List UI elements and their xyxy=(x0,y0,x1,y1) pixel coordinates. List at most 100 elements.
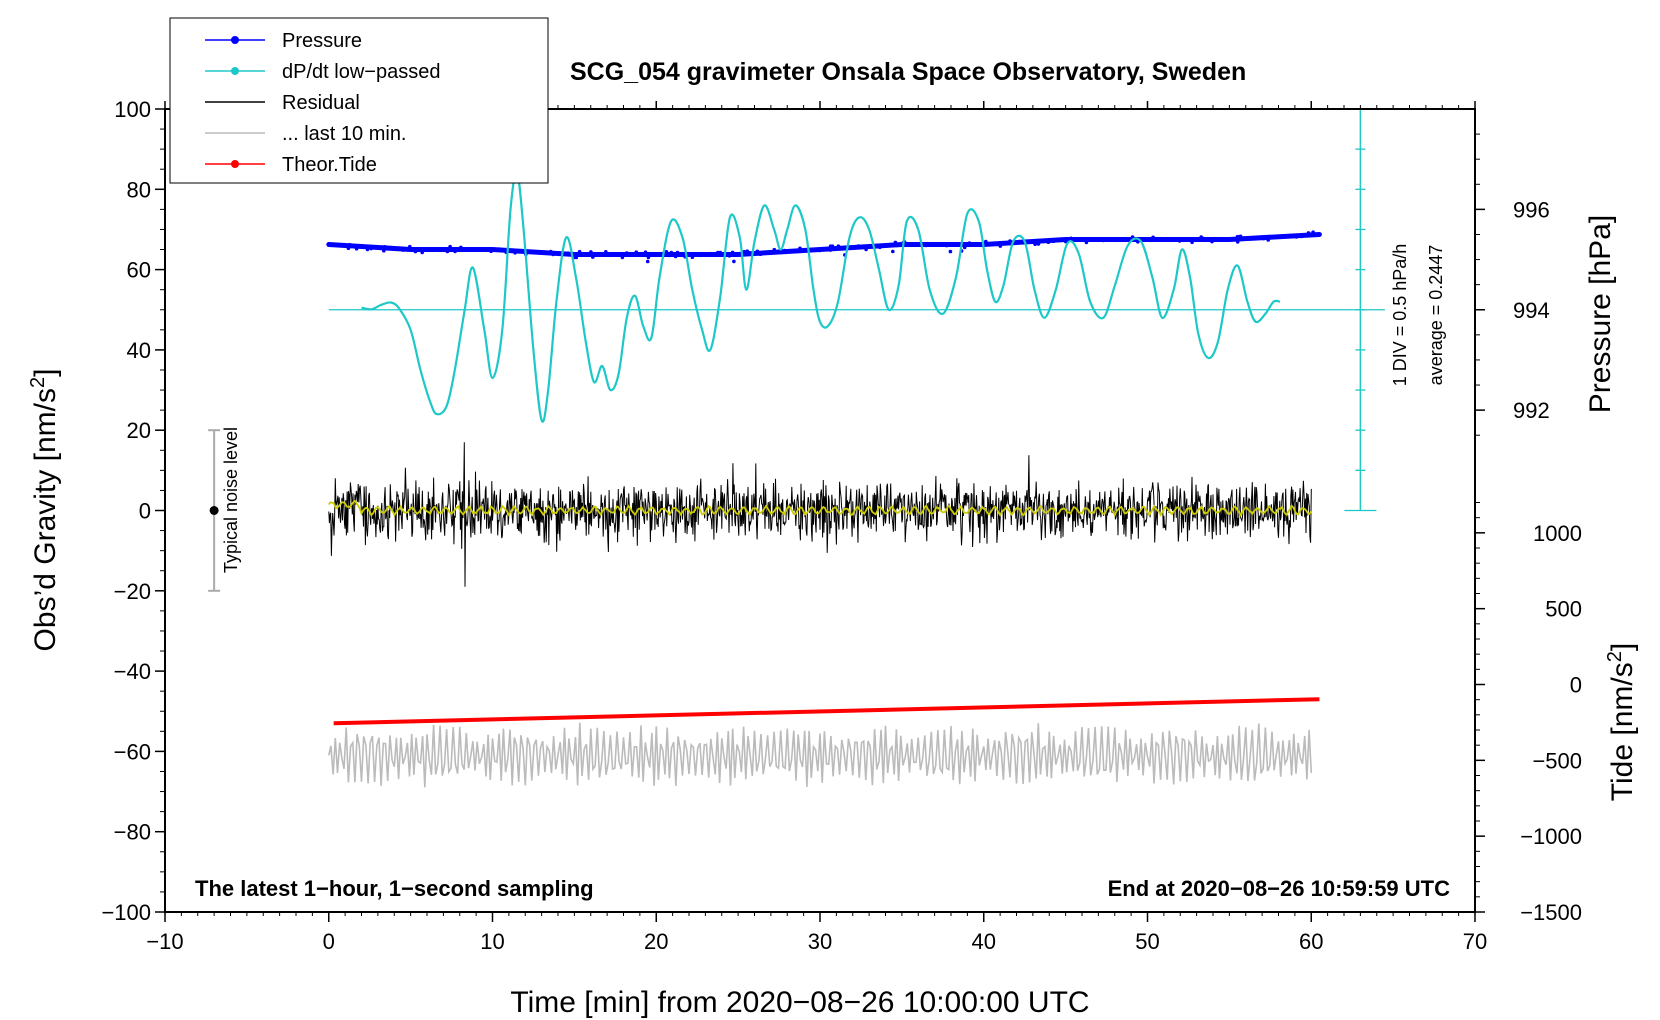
pressure-point xyxy=(1210,239,1214,244)
pressure-point xyxy=(864,247,868,252)
tide-tick-label: −1000 xyxy=(1520,824,1582,849)
pressure-point xyxy=(828,248,833,252)
pressure-point xyxy=(1177,239,1182,243)
pressure-point xyxy=(551,252,555,257)
tide-tick-label: −1500 xyxy=(1520,900,1582,925)
pressure-tick-label: 994 xyxy=(1513,298,1550,323)
pressure-point xyxy=(448,244,452,249)
y-tick-label: −40 xyxy=(114,659,151,684)
pressure-point xyxy=(998,244,1003,248)
pressure-point xyxy=(830,244,835,248)
y-tick-label: 100 xyxy=(114,97,151,122)
y-tick-label: −60 xyxy=(114,739,151,764)
x-tick-label: 60 xyxy=(1299,929,1323,954)
pressure-point xyxy=(346,246,351,250)
pressure-tick-label: 996 xyxy=(1513,197,1550,222)
pressure-point xyxy=(1051,239,1056,243)
pressure-point xyxy=(1046,240,1050,244)
pressure-point xyxy=(798,246,802,251)
legend-label: Pressure xyxy=(282,30,362,52)
pressure-point xyxy=(772,247,777,252)
pressure-point xyxy=(383,245,387,249)
theor-tide-line xyxy=(333,697,1320,726)
pressure-point xyxy=(986,242,991,246)
y-tick-label: −100 xyxy=(101,900,151,925)
pressure-point xyxy=(498,247,502,251)
pressure-point xyxy=(818,248,822,253)
pressure-point xyxy=(1036,242,1041,246)
pressure-point xyxy=(643,250,648,254)
pressure-point xyxy=(924,243,928,248)
pressure-point xyxy=(716,250,720,255)
pressure-point xyxy=(382,248,386,253)
pressure-point xyxy=(951,243,955,247)
pressure-point xyxy=(408,244,412,249)
pressure-point xyxy=(674,253,678,257)
pressure-point xyxy=(589,250,593,254)
y-tick-label: 60 xyxy=(127,258,151,283)
y-tick-label: −20 xyxy=(114,579,151,604)
pressure-point xyxy=(984,239,988,244)
pressure-point xyxy=(732,259,736,264)
pressure-point xyxy=(566,251,570,255)
pressure-point xyxy=(758,252,763,256)
pressure-point xyxy=(513,251,517,255)
pressure-point xyxy=(893,240,898,245)
pressure-point xyxy=(645,259,650,264)
pressure-point xyxy=(445,249,450,254)
pressure-point xyxy=(822,247,827,251)
pressure-point xyxy=(1101,238,1106,243)
x-tick-label: 30 xyxy=(808,929,832,954)
x-tick-label: 0 xyxy=(323,929,335,954)
pressure-point xyxy=(1113,238,1117,243)
pressure-point xyxy=(891,249,895,254)
pressure-point xyxy=(479,247,484,251)
series-layer xyxy=(208,108,1385,788)
pressure-point xyxy=(1008,239,1012,243)
pressure-point xyxy=(413,249,418,254)
y-axis-title-pressure: Pressure [hPa] xyxy=(1584,215,1617,413)
pressure-point xyxy=(1190,240,1194,245)
pressure-point xyxy=(864,244,868,249)
pressure-point xyxy=(604,250,608,254)
pressure-point xyxy=(967,241,972,245)
pressure-point xyxy=(667,253,671,258)
pressure-point xyxy=(1151,235,1155,240)
y-tick-label: 80 xyxy=(127,177,151,202)
pressure-point xyxy=(489,249,493,253)
pressure-point xyxy=(1278,235,1282,239)
pressure-point xyxy=(640,253,645,257)
pressure-point xyxy=(1130,235,1135,239)
last-10-min-line xyxy=(328,722,1313,788)
x-tick-label: −10 xyxy=(146,929,183,954)
pressure-point xyxy=(836,244,841,248)
tide-tick-label: −500 xyxy=(1532,748,1582,773)
pressure-point xyxy=(782,248,787,253)
pressure-point xyxy=(1311,230,1315,234)
pressure-point xyxy=(1084,240,1089,245)
pressure-point xyxy=(962,245,967,250)
pressure-point xyxy=(856,244,861,248)
pressure-point xyxy=(1238,236,1242,240)
pressure-point xyxy=(1033,242,1037,246)
pressure-point xyxy=(944,243,949,248)
pressure-point xyxy=(1235,240,1240,244)
pressure-point xyxy=(453,249,457,254)
pressure-point xyxy=(1261,236,1266,241)
pressure-point xyxy=(664,250,669,254)
pressure-point xyxy=(948,249,953,254)
x-tick-label: 10 xyxy=(480,929,504,954)
tide-tick-label: 0 xyxy=(1570,673,1582,698)
y-axis-title-tide: Tide [nm/s2] xyxy=(1604,643,1639,801)
pressure-point xyxy=(1200,236,1205,240)
pressure-point xyxy=(1069,236,1073,241)
pressure-point xyxy=(459,245,463,250)
y-tick-label: 20 xyxy=(127,418,151,443)
pressure-point xyxy=(354,246,359,251)
dpdt-line xyxy=(361,171,1281,423)
pressure-point xyxy=(348,243,352,247)
div-scale-label: 1 DIV = 0.5 hPa/h xyxy=(1390,244,1410,387)
y-tick-label: 40 xyxy=(127,338,151,363)
pressure-tick-label: 992 xyxy=(1513,398,1550,423)
x-axis-title: Time [min] from 2020−08−26 10:00:00 UTC xyxy=(510,986,1089,1019)
